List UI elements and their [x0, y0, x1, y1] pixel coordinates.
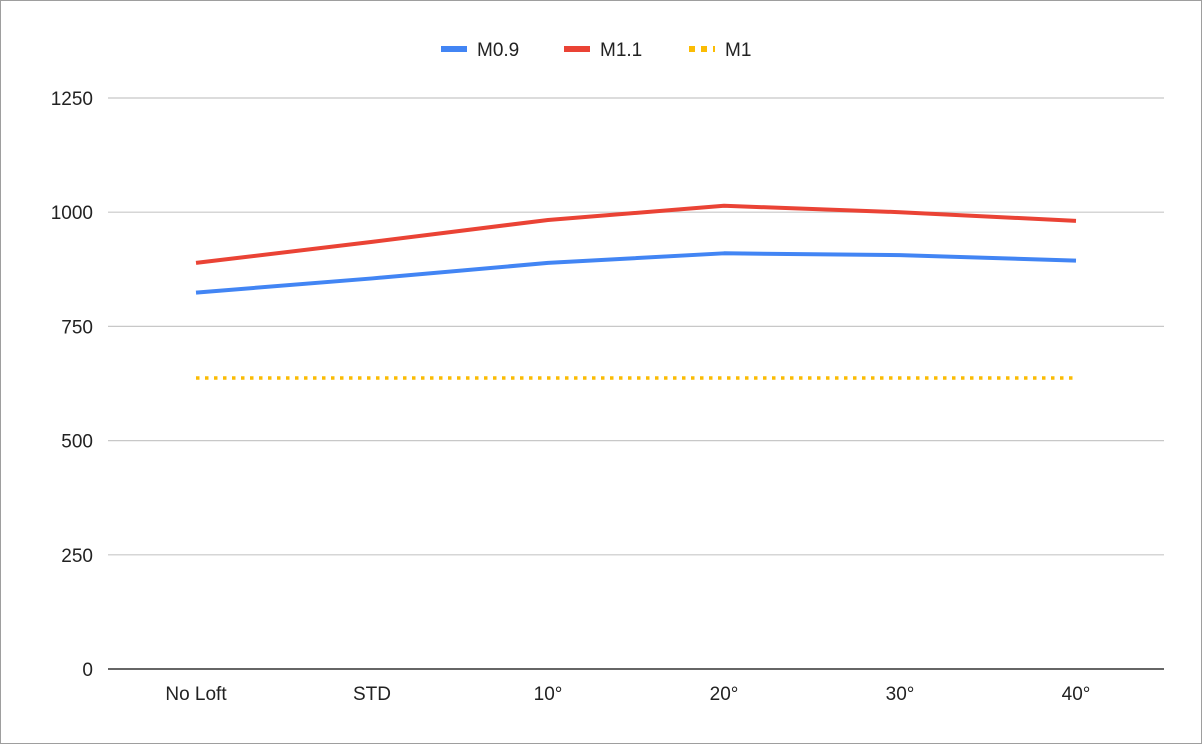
- series-line-m09: [195, 251, 1077, 295]
- legend-label: M1: [725, 40, 751, 61]
- y-tick-label: 0: [82, 660, 93, 681]
- legend-label: M0.9: [477, 40, 519, 61]
- y-tick-label: 250: [61, 546, 93, 567]
- series-line-m11: [195, 203, 1077, 265]
- legend-label: M1.1: [600, 40, 642, 61]
- series-lines: [195, 203, 1077, 380]
- gridlines: [108, 97, 1164, 670]
- y-tick-label: 1250: [51, 89, 93, 110]
- x-axis-ticks: No Loft STD 10° 20° 30° 40°: [165, 684, 1090, 705]
- x-tick-label: 20°: [710, 684, 739, 705]
- x-tick-label: No Loft: [165, 684, 227, 705]
- x-tick-label: STD: [353, 684, 391, 705]
- y-tick-label: 1000: [51, 203, 93, 224]
- x-tick-label: 40°: [1062, 684, 1091, 705]
- legend: M0.9 M1.1 M1: [441, 40, 751, 61]
- x-tick-label: 10°: [534, 684, 563, 705]
- y-axis-ticks: 0 250 500 750 1000 1250: [51, 89, 93, 681]
- y-tick-label: 500: [61, 432, 93, 453]
- x-tick-label: 30°: [886, 684, 915, 705]
- y-tick-label: 750: [61, 317, 93, 338]
